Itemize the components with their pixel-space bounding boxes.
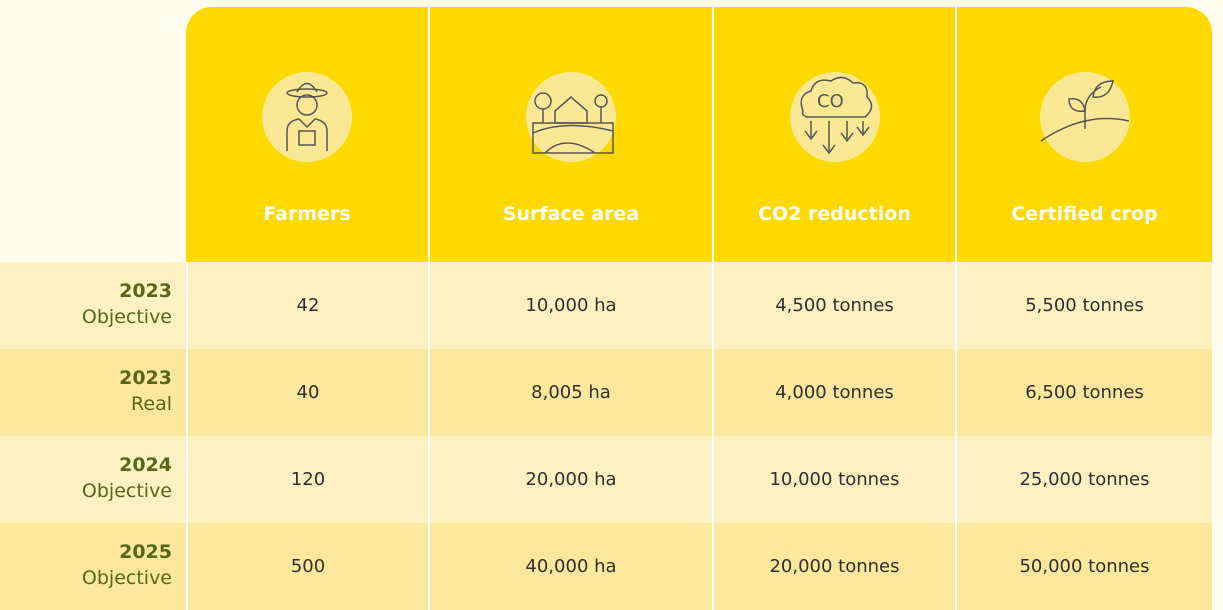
table-row: 2025 Objective 500 40,000 ha 20,000 tonnes 50… xyxy=(0,523,1212,610)
row-type: Objective xyxy=(81,480,172,502)
table-cell: 10,000 ha xyxy=(428,262,712,349)
row-year: 2024 xyxy=(119,454,172,476)
header-icon xyxy=(1039,72,1130,162)
table-cell: 5,500 tonnes xyxy=(955,262,1212,349)
table-cell: 500 xyxy=(186,523,428,610)
table-cell: 10,000 tonnes xyxy=(712,436,955,523)
row-year: 2023 xyxy=(119,280,172,302)
table-row: 2024 Objective 120 20,000 ha 10,000 tonnes 25… xyxy=(0,436,1212,523)
row-year: 2025 xyxy=(119,541,172,563)
row-label: 2025 Objective xyxy=(82,539,172,591)
row-type: Objective xyxy=(81,306,172,328)
table-cell: 6,500 tonnes xyxy=(955,349,1212,436)
table-cell: 42 xyxy=(186,262,428,349)
row-year: 2023 xyxy=(119,367,172,389)
header-label: Certified crop xyxy=(1011,203,1158,225)
header-cell: Farmers xyxy=(186,7,428,262)
header-cell: Certified crop xyxy=(955,7,1212,262)
table-cell: 25,000 tonnes xyxy=(955,436,1212,523)
row-type: Real xyxy=(131,393,172,415)
table-cell: 4,500 tonnes xyxy=(712,262,955,349)
svg-text:CO: CO xyxy=(817,91,844,112)
table-cell: 20,000 ha xyxy=(428,436,712,523)
table-cell: 20,000 tonnes xyxy=(712,523,955,610)
table-cell: 40,000 ha xyxy=(428,523,712,610)
row-type: Objective xyxy=(81,567,172,589)
table-cell: 50,000 tonnes xyxy=(955,523,1212,610)
header-cell: CO CO2 reduction xyxy=(712,7,955,262)
header-cell: Surface area xyxy=(428,7,712,262)
row-label: 2023 Real xyxy=(119,365,172,417)
header-label: Surface area xyxy=(502,203,640,225)
table-cell: 120 xyxy=(186,436,428,523)
row-label: 2024 Objective xyxy=(82,452,172,504)
table-cell: 4,000 tonnes xyxy=(712,349,955,436)
header-icon: CO xyxy=(789,72,880,162)
table-row: 2023 Real 40 8,005 ha 4,000 tonnes 6,500 tonn… xyxy=(0,349,1212,436)
table-row: 2023 Objective 42 10,000 ha 4,500 tonnes 5,50… xyxy=(0,262,1212,349)
header-label: Farmers xyxy=(263,203,351,225)
header-icon xyxy=(262,72,352,162)
header-label: CO2 reduction xyxy=(758,203,911,225)
table-cell: 8,005 ha xyxy=(428,349,712,436)
table-cell: 40 xyxy=(186,349,428,436)
header-icon xyxy=(526,72,616,162)
row-label: 2023 Objective xyxy=(82,278,172,330)
